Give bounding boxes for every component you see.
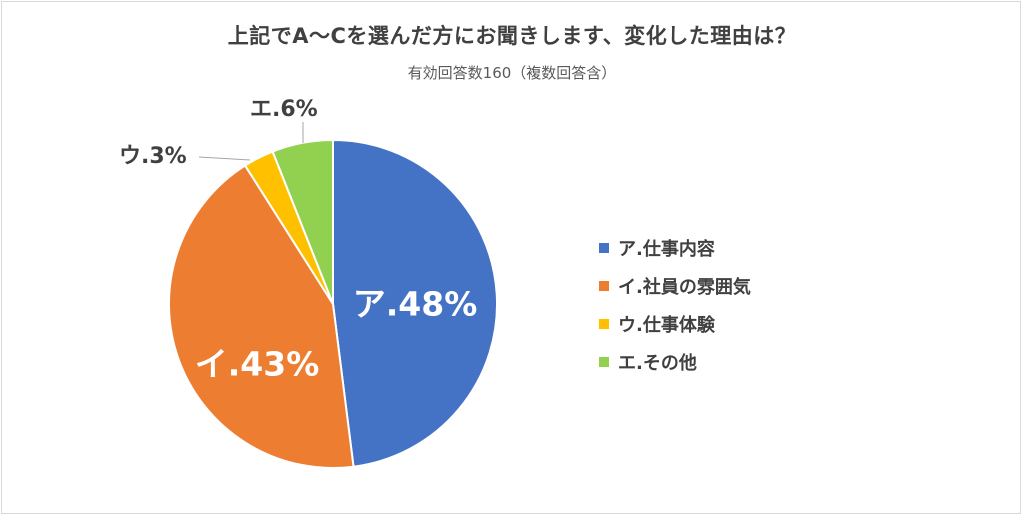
legend-item-a: ア.仕事内容 xyxy=(599,229,751,267)
legend-item-e: エ.その他 xyxy=(599,343,751,381)
legend-swatch-a xyxy=(599,243,609,253)
data-label-e: エ.6% xyxy=(250,97,318,122)
legend-item-u: ウ.仕事体験 xyxy=(599,305,751,343)
leader-line-u xyxy=(198,156,251,161)
legend-label-u: ウ.仕事体験 xyxy=(618,315,715,336)
data-label-a: ア.48% xyxy=(353,285,478,324)
legend: ア.仕事内容 イ.社員の雰囲気 ウ.仕事体験 エ.その他 xyxy=(599,229,751,381)
legend-label-i: イ.社員の雰囲気 xyxy=(618,277,751,298)
chart-subtitle: 有効回答数160（複数回答含） xyxy=(407,64,617,82)
chart-title: 上記でA～Cを選んだ方にお聞きします、変化した理由は？ xyxy=(227,24,797,48)
legend-item-i: イ.社員の雰囲気 xyxy=(599,267,751,305)
legend-swatch-u xyxy=(599,319,609,329)
data-label-u: ウ.3% xyxy=(119,144,187,169)
legend-label-e: エ.その他 xyxy=(618,353,697,374)
pie-slice-a xyxy=(332,138,498,468)
pie-slice-e xyxy=(271,138,334,305)
pie-slice-i xyxy=(168,164,355,470)
legend-swatch-e xyxy=(599,357,609,367)
data-label-i: イ.43% xyxy=(195,345,320,384)
legend-label-a: ア.仕事内容 xyxy=(618,239,715,260)
legend-swatch-i xyxy=(599,281,609,291)
